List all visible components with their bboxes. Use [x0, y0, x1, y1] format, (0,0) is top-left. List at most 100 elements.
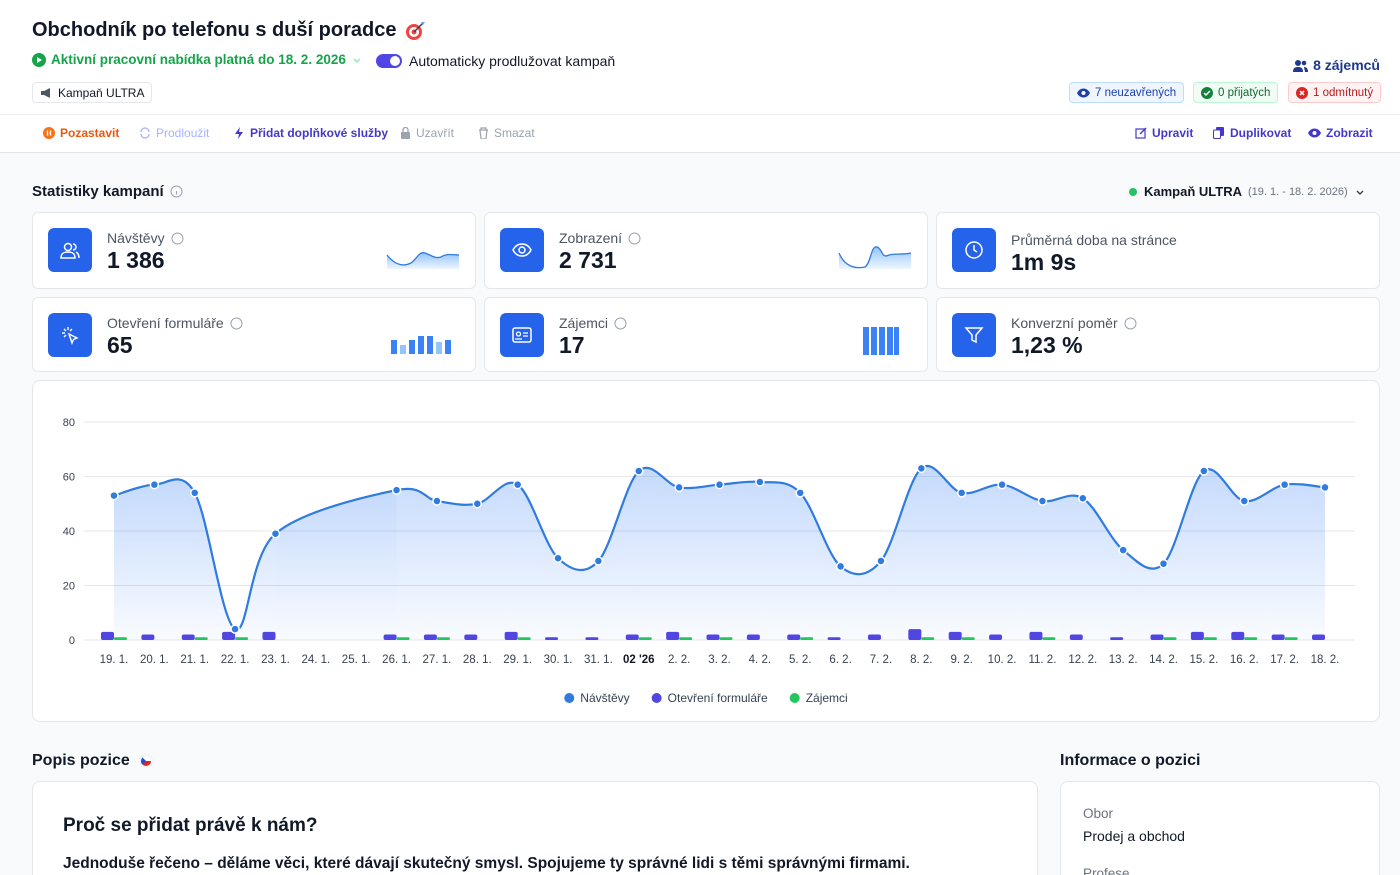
x-tick-label: 4. 2. — [749, 654, 771, 666]
x-tick-label: 15. 2. — [1190, 654, 1219, 666]
stat-value: 1m 9s — [1011, 249, 1077, 275]
bar — [114, 637, 127, 640]
stat-label: Konverzní poměr — [1011, 315, 1137, 331]
target-icon — [406, 21, 426, 40]
stat-card: Průměrná doba na stránce 1m 9s — [936, 212, 1380, 289]
pill-rejected[interactable]: 1 odmítnutý — [1288, 82, 1382, 103]
toolbar-duplicate[interactable]: Duplikovat — [1213, 126, 1291, 140]
sparkline — [386, 252, 460, 269]
stat-label-text: Zobrazení — [559, 230, 623, 246]
candidates[interactable]: 8 zájemců — [1293, 57, 1380, 73]
bar — [989, 634, 1003, 640]
eye-icon — [1308, 128, 1321, 138]
point — [149, 479, 160, 490]
auto-extend[interactable]: Automaticky prodlužovat kampaň — [376, 53, 615, 69]
info-card: Obor Prodej a obchod Profese — [1060, 781, 1380, 875]
bar — [638, 637, 652, 640]
toggle[interactable] — [376, 54, 402, 68]
point — [553, 553, 563, 563]
sparkline — [863, 327, 899, 355]
pill-open[interactable]: 7 neuzavřených — [1069, 82, 1185, 103]
stat-label-text: Zájemci — [559, 315, 609, 331]
bar — [1244, 637, 1258, 640]
x-tick-label: 9. 2. — [951, 654, 973, 666]
point — [1279, 479, 1290, 490]
legend-label: Návštěvy — [580, 691, 629, 705]
bar — [746, 634, 760, 640]
campaign-period: (19. 1. - 18. 2. 2026) — [1247, 185, 1348, 198]
toolbar-delete[interactable]: Smazat — [478, 126, 535, 140]
x-tick-label: 14. 2. — [1149, 654, 1178, 666]
pill-accepted[interactable]: 0 přijatých — [1193, 82, 1279, 103]
y-tick-label: 20 — [63, 581, 75, 593]
bar — [1190, 631, 1204, 640]
bar — [706, 634, 720, 640]
info-value: Prodej a obchod — [1083, 828, 1185, 844]
point — [795, 488, 805, 498]
campaign-selector[interactable]: Kampaň ULTRA (19. 1. - 18. 2. 2026) — [1128, 184, 1366, 199]
stat-icon — [500, 228, 544, 272]
point — [189, 488, 200, 498]
refresh-icon — [140, 127, 150, 139]
stats-title: Statistiky kampaní — [32, 183, 164, 200]
x-tick-label: 7. 2. — [870, 654, 892, 666]
bar — [262, 631, 276, 640]
campaign-badge: Kampaň ULTRA — [32, 82, 153, 103]
chart: 0 20 40 60 80 19. 1. 20. 1. 21. 1. 22. 1. 23. 1. 2… — [63, 417, 1355, 705]
bar — [194, 637, 208, 640]
toolbar-extend[interactable]: Prodloužit — [139, 126, 209, 140]
header — [0, 0, 1400, 153]
toolbar-edit[interactable]: Upravit — [1135, 126, 1193, 140]
x-tick-label: 5. 2. — [789, 654, 811, 666]
bar — [679, 637, 693, 640]
point — [956, 488, 967, 498]
status[interactable]: Aktivní pracovní nabídka platná do 18. 2… — [32, 52, 363, 67]
point — [916, 463, 927, 474]
copy-icon — [1213, 127, 1224, 139]
point — [512, 479, 523, 490]
x-tick-label: 16. 2. — [1230, 654, 1259, 666]
x-tick-label: 25. 1. — [342, 654, 371, 666]
toolbar-label: Uzavřít — [416, 126, 455, 140]
toolbar-addons[interactable]: Přidat doplňkové služby — [233, 126, 388, 140]
badge-text: Kampaň ULTRA — [58, 85, 145, 100]
edit-icon — [1135, 127, 1147, 139]
x-tick-label: 30. 1. — [544, 654, 573, 666]
toolbar-label: Zobrazit — [1326, 126, 1373, 140]
legend-swatch — [651, 693, 662, 703]
x-tick-label: 22. 1. — [221, 654, 250, 666]
bar — [235, 637, 249, 640]
point — [391, 485, 402, 495]
flag-icon — [138, 753, 154, 769]
trash-icon — [479, 127, 488, 139]
stat-label-text: Návštěvy — [107, 230, 165, 246]
candidates-text: 8 zájemců — [1313, 57, 1380, 73]
toolbar-pause[interactable]: Pozastavit — [43, 126, 119, 140]
x-tick-label: 8. 2. — [910, 654, 932, 666]
x-tick-label: 27. 1. — [423, 654, 452, 666]
bar — [827, 637, 841, 640]
lock-icon — [401, 127, 410, 139]
x-tick-label: 13. 2. — [1109, 654, 1138, 666]
stat-value: 1,23 % — [1011, 332, 1083, 358]
point — [997, 479, 1007, 490]
x-tick-label: 10. 2. — [988, 654, 1017, 666]
point — [109, 490, 119, 501]
bar — [181, 634, 195, 640]
toolbar-view[interactable]: Zobrazit — [1308, 126, 1373, 140]
stat-icon — [48, 228, 92, 272]
toolbar-close[interactable]: Uzavřít — [400, 126, 454, 140]
info-label: Obor — [1083, 806, 1114, 821]
campaign-name: Kampaň ULTRA — [1144, 184, 1242, 199]
x-tick-label: 17. 2. — [1270, 654, 1299, 666]
bar — [464, 634, 478, 640]
bar — [787, 634, 801, 640]
toolbar-label: Prodloužit — [156, 126, 210, 140]
stat-label: Průměrná doba na stránce — [1011, 232, 1177, 248]
bar — [1029, 631, 1043, 640]
description-card: Proč se přidat právě k nám? Jednoduše ře… — [32, 781, 1038, 875]
x-tick-label: 11. 2. — [1028, 654, 1056, 666]
status-dot — [1129, 187, 1137, 196]
stat-label: Otevření formuláře — [107, 315, 243, 331]
y-tick-label: 80 — [63, 417, 75, 429]
